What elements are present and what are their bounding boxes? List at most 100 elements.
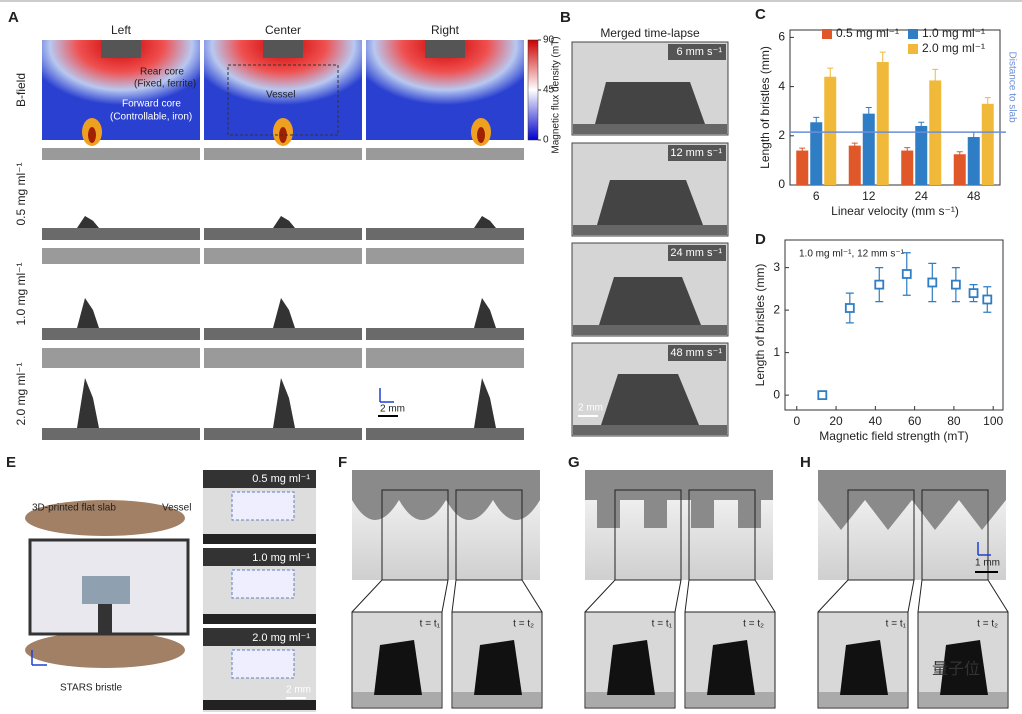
micrograph-band <box>203 614 316 624</box>
x-tick-label: 48 <box>967 189 981 203</box>
bar <box>810 122 823 185</box>
bristle <box>707 640 755 695</box>
bar <box>848 145 861 185</box>
micrograph-band <box>366 248 524 264</box>
bristle <box>840 640 888 695</box>
bristle-merge <box>599 277 701 325</box>
zoom-lines <box>917 579 1009 613</box>
bristle <box>474 298 496 328</box>
panel-label: E <box>6 454 16 471</box>
bristle-merge <box>601 374 699 425</box>
roi <box>381 489 449 581</box>
panel-label: B <box>560 9 571 26</box>
bristle <box>374 640 422 695</box>
legend-label: 2.0 mg ml⁻¹ <box>922 41 985 55</box>
error-bar <box>932 68 939 93</box>
y-tick-label: 0 <box>778 177 785 191</box>
micrograph-band <box>42 328 200 340</box>
bristle <box>273 298 295 328</box>
zoom-lines <box>451 579 543 613</box>
plot-frame <box>789 29 1001 186</box>
reference-label: Distance to slab <box>1006 52 1017 124</box>
micrograph-band <box>203 548 316 566</box>
inset-label: t = t₂ <box>513 619 534 630</box>
scale-bar-label: 2 mm <box>578 403 603 414</box>
annotation: Rear core <box>140 67 184 78</box>
floor <box>573 225 727 235</box>
bristle <box>474 640 522 695</box>
row-label: 1.0 mg ml⁻¹ <box>14 262 28 325</box>
speed-tag <box>668 145 726 161</box>
slab-outline <box>231 491 295 521</box>
error-bar <box>865 107 872 121</box>
point <box>968 288 979 299</box>
point <box>982 294 993 305</box>
bar <box>915 125 928 185</box>
bar <box>796 150 809 185</box>
bar <box>953 154 966 185</box>
error-bar <box>879 51 886 73</box>
roi <box>455 489 523 581</box>
scale-bar-label: 2 mm <box>380 404 405 415</box>
x-tick-label: 12 <box>862 189 876 203</box>
speed-tag <box>668 44 726 60</box>
micrograph-band <box>366 328 524 340</box>
concentration-label: 2.0 mg ml⁻¹ <box>252 632 310 644</box>
bristle <box>77 216 99 228</box>
inset-floor <box>586 692 674 707</box>
x-tick-label: 6 <box>813 189 820 203</box>
bar <box>876 61 889 185</box>
x-tick-label: 100 <box>983 414 1003 428</box>
inset-floor <box>819 692 907 707</box>
annotation: STARS bristle <box>60 683 122 694</box>
micrograph-band <box>204 228 362 240</box>
coil <box>25 500 185 536</box>
panel-label: A <box>8 9 19 26</box>
column-label: Right <box>431 23 460 37</box>
panel-label: G <box>568 454 580 471</box>
point <box>950 279 961 290</box>
error-bar <box>813 116 820 128</box>
scale-bar-label: 1 mm <box>975 558 1000 569</box>
speed-tag <box>668 245 726 261</box>
error-bar <box>918 121 925 131</box>
y-tick-label: 0 <box>773 387 780 401</box>
x-tick-label: 20 <box>829 414 843 428</box>
slab-outline <box>231 649 295 679</box>
inset-label: t = t₁ <box>652 619 673 630</box>
legend-label: 1.0 mg ml⁻¹ <box>922 26 985 40</box>
bar <box>901 150 914 185</box>
micrograph-band <box>366 228 524 240</box>
bristle <box>273 216 295 228</box>
zoom-lines <box>817 579 915 613</box>
micrograph-band <box>366 428 524 440</box>
y-tick-label: 2 <box>778 128 785 142</box>
micrograph-band <box>366 348 524 368</box>
slab-profile <box>818 470 1006 530</box>
micrograph-band <box>204 328 362 340</box>
x-tick-label: 0 <box>793 414 800 428</box>
micrograph-band <box>42 348 200 368</box>
y-tick-label: 4 <box>778 79 785 93</box>
error-bar <box>799 147 806 154</box>
floor <box>573 425 727 435</box>
inset-label: t = t₂ <box>743 619 764 630</box>
x-tick-label: 40 <box>869 414 883 428</box>
point <box>844 303 855 313</box>
watermark: 量子位 <box>932 660 980 678</box>
legend-swatch <box>822 29 832 39</box>
slab <box>82 576 130 604</box>
coil <box>25 632 185 668</box>
error-bar <box>827 67 834 86</box>
annotation: Vessel <box>266 90 295 101</box>
annotation: Vessel <box>162 503 191 514</box>
axis-arrows <box>31 650 47 666</box>
micrograph-band <box>203 628 316 646</box>
micrograph-band <box>42 148 200 160</box>
error-bar <box>904 147 911 155</box>
bar <box>967 137 980 185</box>
column-label: Left <box>111 23 132 37</box>
point <box>901 269 912 279</box>
rear-core <box>101 40 141 58</box>
